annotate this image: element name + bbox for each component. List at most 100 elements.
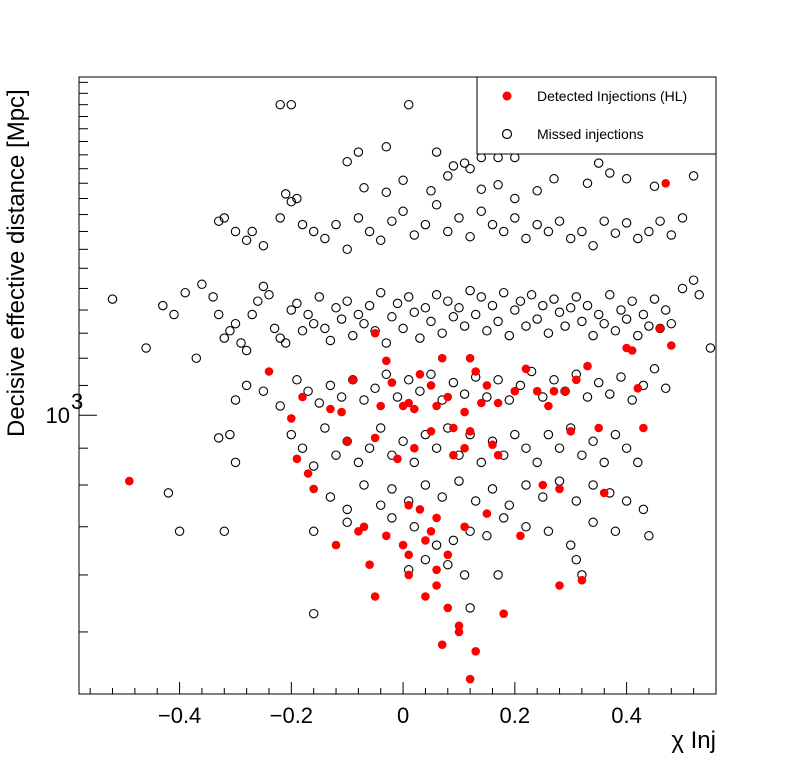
missed-point — [387, 513, 397, 523]
missed-point — [476, 206, 487, 217]
missed-point — [621, 174, 632, 184]
missed-point — [504, 500, 515, 510]
missed-point — [353, 213, 364, 223]
missed-point — [403, 292, 414, 302]
missed-point — [230, 457, 241, 468]
plot-frame — [78, 76, 717, 695]
missed-point — [364, 226, 375, 237]
detected-point — [633, 384, 643, 393]
y-axis: 103 — [46, 81, 97, 633]
missed-point — [230, 226, 241, 237]
missed-point — [448, 535, 459, 546]
missed-point — [403, 99, 414, 110]
detected-point — [488, 440, 497, 450]
missed-point — [521, 233, 531, 244]
x-tick-label: −0.4 — [158, 703, 201, 728]
detected-point — [627, 346, 637, 355]
missed-point — [264, 290, 274, 300]
detected-point — [555, 581, 564, 590]
missed-point — [415, 333, 425, 343]
missed-point — [381, 338, 392, 348]
missed-point — [253, 296, 263, 306]
missed-point — [443, 226, 453, 237]
missed-point — [498, 226, 509, 237]
missed-point — [431, 290, 442, 300]
missed-point — [258, 386, 269, 396]
missed-point — [431, 540, 442, 550]
missed-point — [163, 488, 174, 498]
detected-point — [667, 341, 676, 350]
missed-point — [314, 292, 325, 302]
missed-point — [437, 492, 447, 502]
missed-point — [230, 395, 241, 405]
missed-point — [213, 309, 224, 320]
detected-point — [471, 367, 481, 376]
detected-point — [404, 500, 414, 510]
missed-point — [308, 526, 319, 537]
detected-point — [421, 536, 430, 545]
missed-point — [577, 316, 587, 327]
missed-point — [638, 504, 649, 515]
x-axis-title: χ Inj — [671, 727, 716, 754]
missed-point — [549, 375, 559, 385]
missed-point — [297, 326, 308, 336]
missed-point — [219, 213, 230, 223]
missed-point — [191, 353, 202, 363]
missed-point — [247, 309, 257, 320]
missed-point — [325, 492, 336, 502]
detected-point — [493, 450, 503, 460]
missed-point — [605, 290, 615, 300]
missed-point — [398, 206, 408, 217]
missed-point — [314, 398, 325, 408]
detected-point — [359, 522, 369, 532]
missed-point — [426, 186, 436, 196]
missed-point — [688, 171, 699, 181]
missed-point — [292, 375, 302, 385]
detected-point — [393, 454, 402, 464]
detected-point — [432, 581, 441, 590]
missed-point — [649, 181, 660, 192]
missed-point — [515, 296, 526, 306]
legend-detected-marker — [502, 91, 512, 101]
detected-point — [516, 531, 525, 541]
detected-point — [572, 375, 581, 385]
missed-point — [353, 147, 364, 157]
missed-point — [633, 457, 643, 468]
y-axis-title: Decisive effective distance [Mpc] — [3, 89, 30, 437]
missed-point — [258, 240, 269, 251]
missed-point — [510, 152, 520, 163]
missed-point — [331, 219, 341, 230]
missed-point — [320, 323, 330, 334]
missed-point — [180, 287, 190, 298]
missed-point — [599, 457, 609, 468]
missed-point — [571, 496, 582, 506]
detected-point — [560, 386, 570, 396]
missed-point — [320, 233, 330, 244]
detected-point — [342, 437, 352, 446]
missed-point — [633, 330, 643, 341]
missed-point — [565, 233, 576, 244]
detected-point — [583, 361, 592, 371]
missed-point — [431, 200, 442, 210]
detected-point — [376, 401, 386, 411]
detected-point — [382, 356, 391, 366]
missed-point — [359, 183, 369, 193]
missed-point — [331, 450, 341, 460]
missed-point — [409, 522, 420, 532]
missed-point — [521, 522, 531, 532]
missed-point — [571, 554, 582, 565]
missed-point — [660, 383, 671, 394]
missed-point — [538, 300, 548, 311]
missed-point — [588, 240, 598, 251]
missed-point — [370, 383, 380, 394]
missed-point — [398, 436, 408, 447]
missed-point — [353, 457, 364, 468]
missed-point — [610, 228, 621, 238]
missed-point — [359, 480, 369, 490]
missed-point — [538, 492, 548, 502]
missed-point — [599, 318, 609, 329]
missed-point — [297, 443, 308, 453]
missed-point — [649, 364, 660, 374]
missed-point — [225, 326, 235, 336]
missed-point — [493, 375, 503, 385]
